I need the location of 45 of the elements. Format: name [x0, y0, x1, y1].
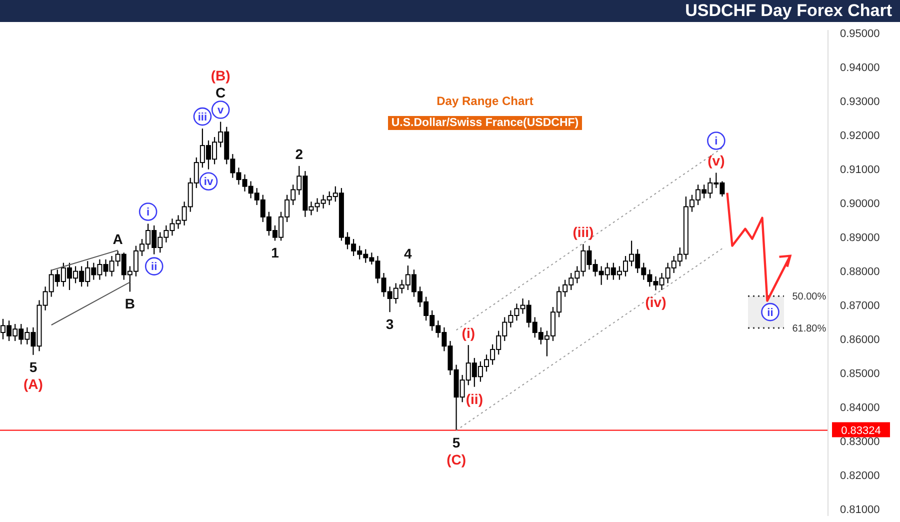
chart-title: USDCHF Day Forex Chart: [0, 0, 900, 22]
y-tick-label: 0.95000: [840, 28, 880, 40]
annotation: i: [714, 136, 718, 148]
y-tick-label: 0.90000: [840, 198, 880, 210]
annotation: (v): [708, 152, 725, 169]
annotation: U.S.Dollar/Swiss France(USDCHF): [388, 116, 582, 130]
annotation: (iv): [645, 294, 666, 310]
y-tick-label: 0.89000: [840, 232, 880, 244]
annotation: (iii): [572, 224, 594, 240]
y-tick-label: 0.86000: [840, 334, 880, 346]
annotation: (B): [210, 68, 230, 84]
annotation: C: [216, 84, 226, 101]
annotation: (ii): [466, 390, 483, 407]
annotation: iv: [204, 176, 214, 188]
annotation: B: [124, 296, 136, 312]
annotation: 2: [295, 146, 304, 162]
annotation: v: [218, 104, 225, 117]
annotation: 5: [29, 358, 38, 375]
y-tick-label: 0.93000: [840, 96, 880, 108]
annotation: 50.00%: [792, 292, 826, 303]
annotation: A: [112, 230, 123, 247]
annotation: 61.80%: [792, 324, 826, 335]
annotation: 5: [452, 434, 460, 450]
annotation: 3: [386, 316, 394, 332]
annotation: (A): [24, 376, 43, 392]
annotation: ii: [767, 306, 774, 319]
annotation: 4: [404, 245, 412, 262]
annotation: i: [146, 206, 150, 219]
y-tick-label: 0.87000: [840, 300, 880, 312]
y-tick-label: 0.84000: [840, 402, 880, 414]
annotation: ii: [151, 261, 158, 274]
y-tick-label: 0.83000: [840, 436, 880, 448]
text: Day Range Chart: [436, 94, 534, 108]
annotation: (i): [462, 324, 476, 341]
y-tick-label: 0.88000: [840, 266, 880, 278]
annotation: iii: [198, 111, 208, 124]
y-tick-label: 0.92000: [840, 130, 880, 142]
annotation: 1: [271, 244, 280, 261]
y-tick-label: 0.82000: [840, 470, 880, 482]
annotation: (C): [446, 451, 466, 468]
y-tick-label: 0.94000: [840, 62, 880, 74]
y-tick-label: 0.91000: [840, 164, 880, 176]
y-tick-label: 0.81000: [840, 504, 880, 516]
y-tick-label: 0.85000: [840, 368, 880, 380]
ref-line-label: 0.83324: [841, 425, 881, 438]
